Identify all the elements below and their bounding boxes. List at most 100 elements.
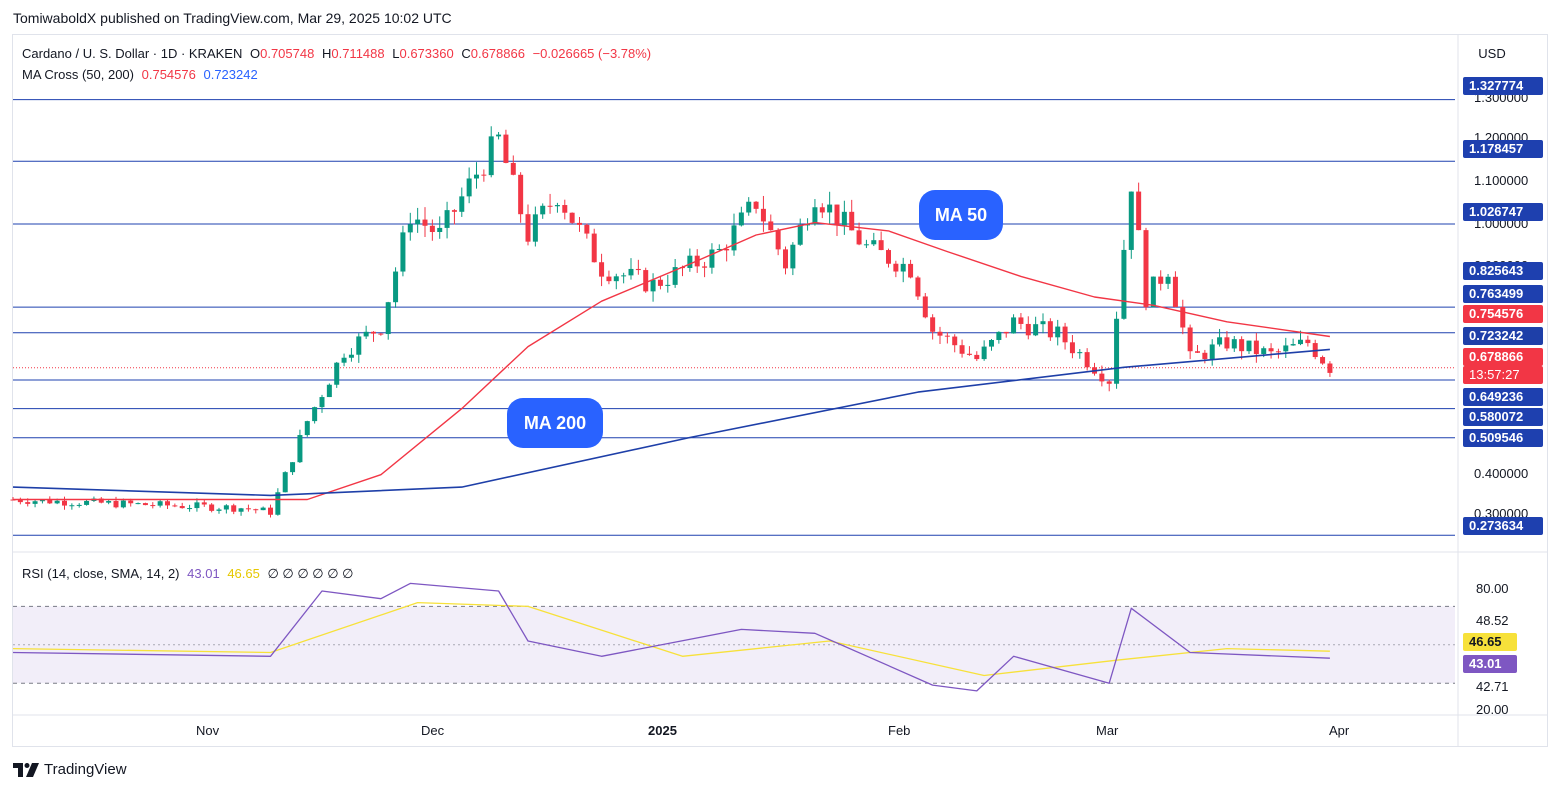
candle-body xyxy=(1305,339,1311,344)
candle-body xyxy=(1114,318,1120,384)
candle-body xyxy=(1055,326,1061,338)
candle-body xyxy=(201,502,207,505)
candle-body xyxy=(25,502,31,504)
candle-body xyxy=(356,336,362,355)
rsi-tick: 80.00 xyxy=(1476,581,1509,596)
level-price-box: 0.763499 xyxy=(1463,285,1543,303)
candle-body xyxy=(1320,357,1326,364)
candle-body xyxy=(1011,317,1017,334)
candle-body xyxy=(268,507,273,515)
candle-body xyxy=(1246,340,1252,352)
price-tick: 0.400000 xyxy=(1474,466,1529,481)
rsi-tick: 48.52 xyxy=(1476,613,1509,628)
candle-body xyxy=(525,214,531,242)
candle-body xyxy=(532,214,538,242)
candle-body xyxy=(672,267,678,285)
candle-body xyxy=(922,296,928,318)
ma200-price-box: 0.723242 xyxy=(1463,327,1543,345)
candle-body xyxy=(407,224,413,233)
candle-body xyxy=(393,271,399,303)
candle-body xyxy=(290,462,296,473)
candle-body xyxy=(1224,337,1230,349)
candle-body xyxy=(503,134,509,163)
rsi-line xyxy=(12,582,1330,692)
candle-body xyxy=(746,201,752,213)
rsi-label[interactable]: RSI (14, close, SMA, 14, 2) xyxy=(22,566,180,581)
candle-body xyxy=(1158,276,1164,284)
rsi-extra-values: ∅ ∅ ∅ ∅ ∅ ∅ xyxy=(267,566,354,581)
candle-body xyxy=(69,505,75,507)
symbol-title[interactable]: Cardano / U. S. Dollar · 1D · KRAKEN xyxy=(22,46,243,61)
open-value: 0.705748 xyxy=(260,46,315,61)
candle-body xyxy=(106,501,112,503)
candle-body xyxy=(599,262,605,277)
tradingview-brand: TradingView xyxy=(44,761,127,778)
candle-body xyxy=(1106,381,1112,384)
ma-cross-label[interactable]: MA Cross (50, 200) xyxy=(22,67,134,82)
candle-body xyxy=(886,250,891,264)
candle-body xyxy=(157,501,163,506)
candle-body xyxy=(223,505,229,510)
candle-body xyxy=(518,174,524,215)
candle-body xyxy=(1283,345,1289,352)
candle-body xyxy=(1209,344,1215,359)
open-label: O xyxy=(249,46,261,61)
date-tick: 2025 xyxy=(648,723,677,738)
candle-body xyxy=(1099,373,1105,382)
candle-body xyxy=(1298,339,1303,345)
candle-body xyxy=(363,331,369,337)
candle-body xyxy=(1003,331,1009,334)
candle-body xyxy=(709,249,715,268)
last-price-box: 0.678866 xyxy=(1463,348,1543,366)
rsi-legend-value: 43.01 xyxy=(187,566,220,581)
candle-body xyxy=(716,248,722,250)
candle-body xyxy=(966,353,972,355)
candle-body xyxy=(187,508,193,510)
candle-body xyxy=(753,201,759,209)
candle-body xyxy=(863,244,869,246)
candle-body xyxy=(150,505,156,507)
candle-body xyxy=(650,279,656,292)
candle-body xyxy=(1231,339,1237,349)
bar-countdown: 13:57:27 xyxy=(1463,366,1543,384)
candle-body xyxy=(562,205,568,213)
candle-body xyxy=(451,210,457,212)
candle-body xyxy=(1150,276,1156,308)
tradingview-logo[interactable]: TradingView xyxy=(13,761,127,778)
ma50-line xyxy=(13,221,1330,501)
close-label: C xyxy=(461,46,471,61)
candle-body xyxy=(635,268,641,271)
candle-body xyxy=(768,221,774,231)
ma50-annotation[interactable]: MA 50 xyxy=(919,190,1003,240)
candle-body xyxy=(135,503,141,505)
currency-button[interactable]: USD xyxy=(1478,46,1506,61)
candle-body xyxy=(481,174,487,176)
low-value: 0.673360 xyxy=(399,46,454,61)
candle-body xyxy=(893,263,899,272)
date-tick: Mar xyxy=(1096,723,1119,738)
candle-body xyxy=(444,210,450,228)
candle-body xyxy=(128,500,134,504)
candle-body xyxy=(142,503,148,506)
candle-body xyxy=(496,134,502,137)
candle-body xyxy=(1084,352,1090,368)
candle-body xyxy=(1202,352,1208,359)
candle-body xyxy=(1136,191,1142,231)
candle-body xyxy=(238,508,244,512)
candle-body xyxy=(569,212,575,223)
candle-body xyxy=(371,331,376,334)
ma200-annotation[interactable]: MA 200 xyxy=(507,398,603,448)
candle-body xyxy=(1165,276,1171,284)
candle-body xyxy=(724,248,730,251)
candle-body xyxy=(216,509,222,511)
candle-body xyxy=(665,284,671,286)
date-tick: Dec xyxy=(421,723,445,738)
candle-body xyxy=(554,205,560,207)
candle-body xyxy=(98,498,104,503)
ma50-legend-value: 0.754576 xyxy=(141,67,196,82)
candle-body xyxy=(841,211,847,226)
candle-body xyxy=(731,225,737,251)
candle-body xyxy=(39,499,45,502)
candle-body xyxy=(231,505,237,512)
